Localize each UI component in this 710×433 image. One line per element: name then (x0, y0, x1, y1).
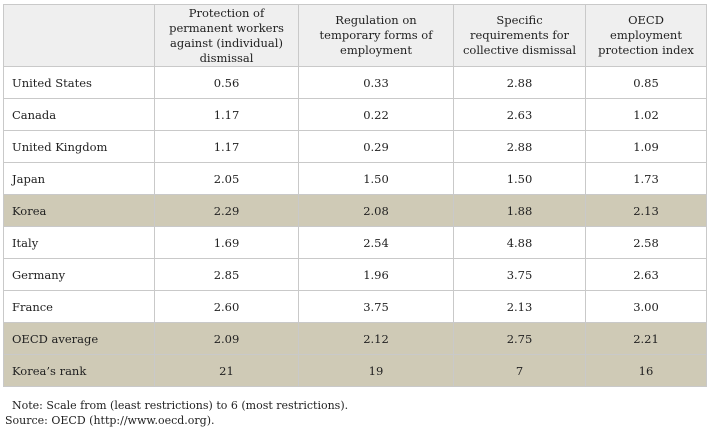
table-source: Source: OECD (http://www.oecd.org). (5, 414, 215, 427)
table-cell: 1.50 (453, 162, 586, 195)
table-row: Korea’s rank 21 19 7 16 (3, 354, 707, 387)
table-cell: 1.96 (298, 258, 454, 291)
table-cell: 0.56 (154, 66, 299, 99)
table-note: Note: Scale from (least restrictions) to… (12, 399, 349, 412)
table-cell: 2.29 (154, 194, 299, 227)
row-country-name: United Kingdom (3, 130, 155, 163)
row-country-name: Japan (3, 162, 155, 195)
table-cell: 2.54 (298, 226, 454, 259)
table-cell: 1.17 (154, 130, 299, 163)
row-country-name: Canada (3, 98, 155, 131)
employment-protection-table: Protection of permanent workers against … (3, 4, 707, 387)
table-cell: 2.60 (154, 290, 299, 323)
table-cell: 2.05 (154, 162, 299, 195)
table-cell: 1.17 (154, 98, 299, 131)
table-cell: 1.09 (585, 130, 707, 163)
table-cell: 3.75 (453, 258, 586, 291)
table-cell: 1.88 (453, 194, 586, 227)
row-country-name: OECD average (3, 322, 155, 355)
table-cell: 2.08 (298, 194, 454, 227)
table-row: United States 0.56 0.33 2.88 0.85 (3, 66, 707, 99)
row-country-name: Italy (3, 226, 155, 259)
table-cell: 2.09 (154, 322, 299, 355)
table-cell: 0.22 (298, 98, 454, 131)
table-cell: 7 (453, 354, 586, 387)
table-cell: 1.02 (585, 98, 707, 131)
table-cell: 2.75 (453, 322, 586, 355)
table-row: Italy 1.69 2.54 4.88 2.58 (3, 226, 707, 259)
table-cell: 0.85 (585, 66, 707, 99)
table-row: OECD average 2.09 2.12 2.75 2.21 (3, 322, 707, 355)
row-country-name: United States (3, 66, 155, 99)
table-cell: 1.73 (585, 162, 707, 195)
table-cell: 3.75 (298, 290, 454, 323)
table-row: France 2.60 3.75 2.13 3.00 (3, 290, 707, 323)
row-country-name: Germany (3, 258, 155, 291)
table-row: Korea 2.29 2.08 1.88 2.13 (3, 194, 707, 227)
table-cell: 2.63 (453, 98, 586, 131)
header-temporary-regulation: Regulation on temporary forms of employm… (298, 4, 454, 67)
header-permanent-protection: Protection of permanent workers against … (154, 4, 299, 67)
table-row: Japan 2.05 1.50 1.50 1.73 (3, 162, 707, 195)
table-cell: 2.13 (585, 194, 707, 227)
table-cell: 0.29 (298, 130, 454, 163)
table-cell: 21 (154, 354, 299, 387)
header-corner (3, 4, 155, 67)
table-cell: 19 (298, 354, 454, 387)
table-cell: 1.50 (298, 162, 454, 195)
header-oecd-index: OECD employment protection index (585, 4, 707, 67)
table-cell: 2.13 (453, 290, 586, 323)
header-row: Protection of permanent workers against … (3, 4, 707, 67)
table-cell: 16 (585, 354, 707, 387)
table-row: Germany 2.85 1.96 3.75 2.63 (3, 258, 707, 291)
table-cell: 2.12 (298, 322, 454, 355)
row-country-name: Korea’s rank (3, 354, 155, 387)
table-cell: 4.88 (453, 226, 586, 259)
table-body: United States 0.56 0.33 2.88 0.85 Canada 1.17 0… (3, 66, 707, 387)
table-row: United Kingdom 1.17 0.29 2.88 1.09 (3, 130, 707, 163)
table-cell: 2.21 (585, 322, 707, 355)
table-cell: 2.58 (585, 226, 707, 259)
table-cell: 2.63 (585, 258, 707, 291)
table-header: Protection of permanent workers against … (3, 4, 707, 67)
row-country-name: France (3, 290, 155, 323)
table-cell: 0.33 (298, 66, 454, 99)
table-cell: 3.00 (585, 290, 707, 323)
table-cell: 2.88 (453, 66, 586, 99)
header-collective-dismissal: Specific requirements for collective dis… (453, 4, 586, 67)
row-country-name: Korea (3, 194, 155, 227)
table-cell: 2.85 (154, 258, 299, 291)
table-cell: 2.88 (453, 130, 586, 163)
table-cell: 1.69 (154, 226, 299, 259)
table-row: Canada 1.17 0.22 2.63 1.02 (3, 98, 707, 131)
